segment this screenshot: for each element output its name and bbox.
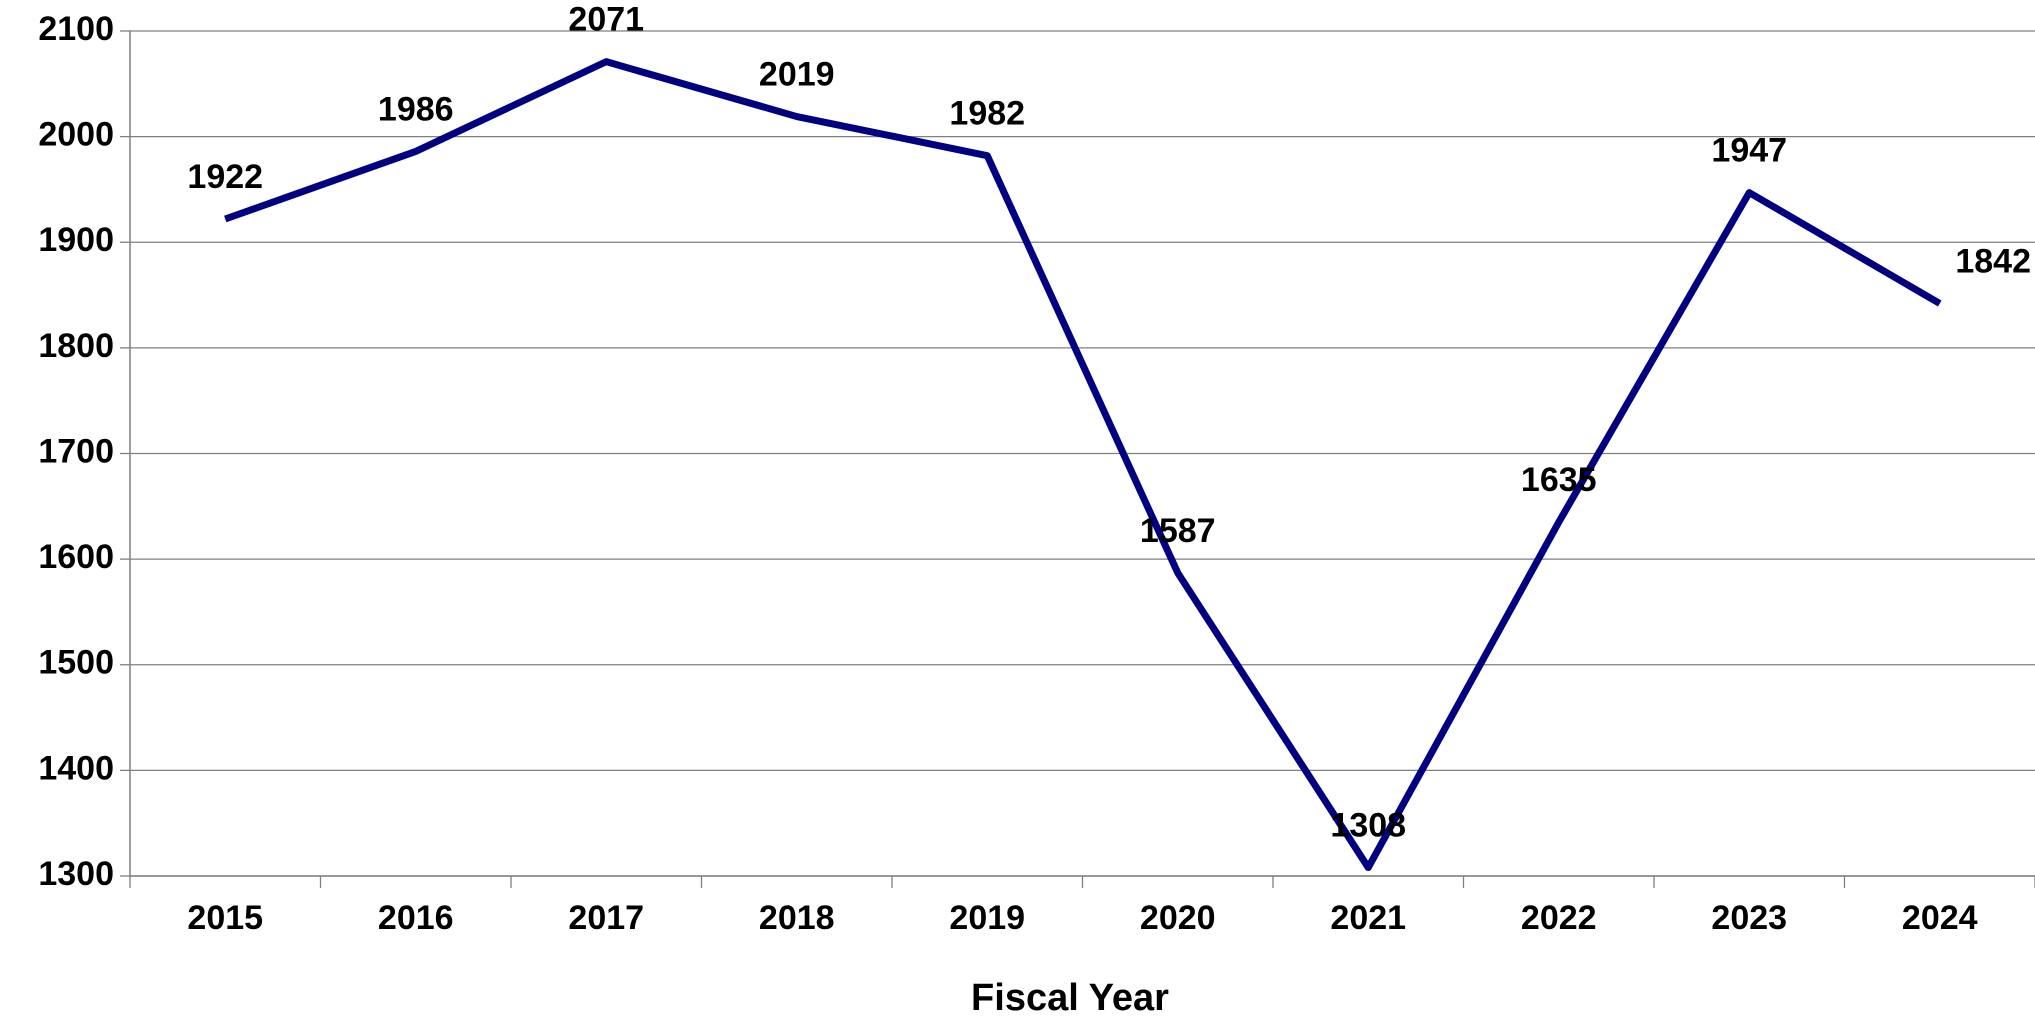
y-tick-label: 2000 [38, 116, 114, 154]
y-tick-label: 1500 [38, 644, 114, 682]
data-label: 1982 [949, 95, 1025, 133]
data-label: 1922 [187, 158, 263, 196]
data-label: 1635 [1521, 461, 1597, 499]
data-label: 1587 [1140, 512, 1216, 550]
x-tick-label: 2020 [1140, 899, 1216, 937]
x-tick-label: 2017 [568, 899, 644, 937]
x-tick-label: 2021 [1330, 899, 1406, 937]
y-tick-label: 1700 [38, 432, 114, 470]
y-tick-label: 1300 [38, 855, 114, 893]
x-tick-label: 2018 [759, 899, 835, 937]
y-tick-label: 1800 [38, 327, 114, 365]
data-label: 1986 [378, 90, 454, 128]
data-label: 1842 [1955, 242, 2031, 280]
x-tick-label: 2022 [1521, 899, 1597, 937]
x-tick-label: 2015 [187, 899, 263, 937]
data-label: 2019 [759, 56, 835, 94]
x-tick-label: 2024 [1902, 899, 1978, 937]
y-tick-label: 1600 [38, 538, 114, 576]
data-label: 1947 [1711, 132, 1787, 170]
y-tick-label: 1400 [38, 749, 114, 787]
data-label: 1308 [1330, 807, 1406, 845]
y-tick-label: 2100 [38, 10, 114, 48]
y-tick-label: 1900 [38, 221, 114, 259]
x-tick-label: 2019 [949, 899, 1025, 937]
x-axis-label: Fiscal Year [971, 977, 1169, 1019]
x-tick-label: 2023 [1711, 899, 1787, 937]
x-tick-label: 2016 [378, 899, 454, 937]
line [224, 58, 1942, 872]
data-label: 2071 [568, 1, 644, 39]
